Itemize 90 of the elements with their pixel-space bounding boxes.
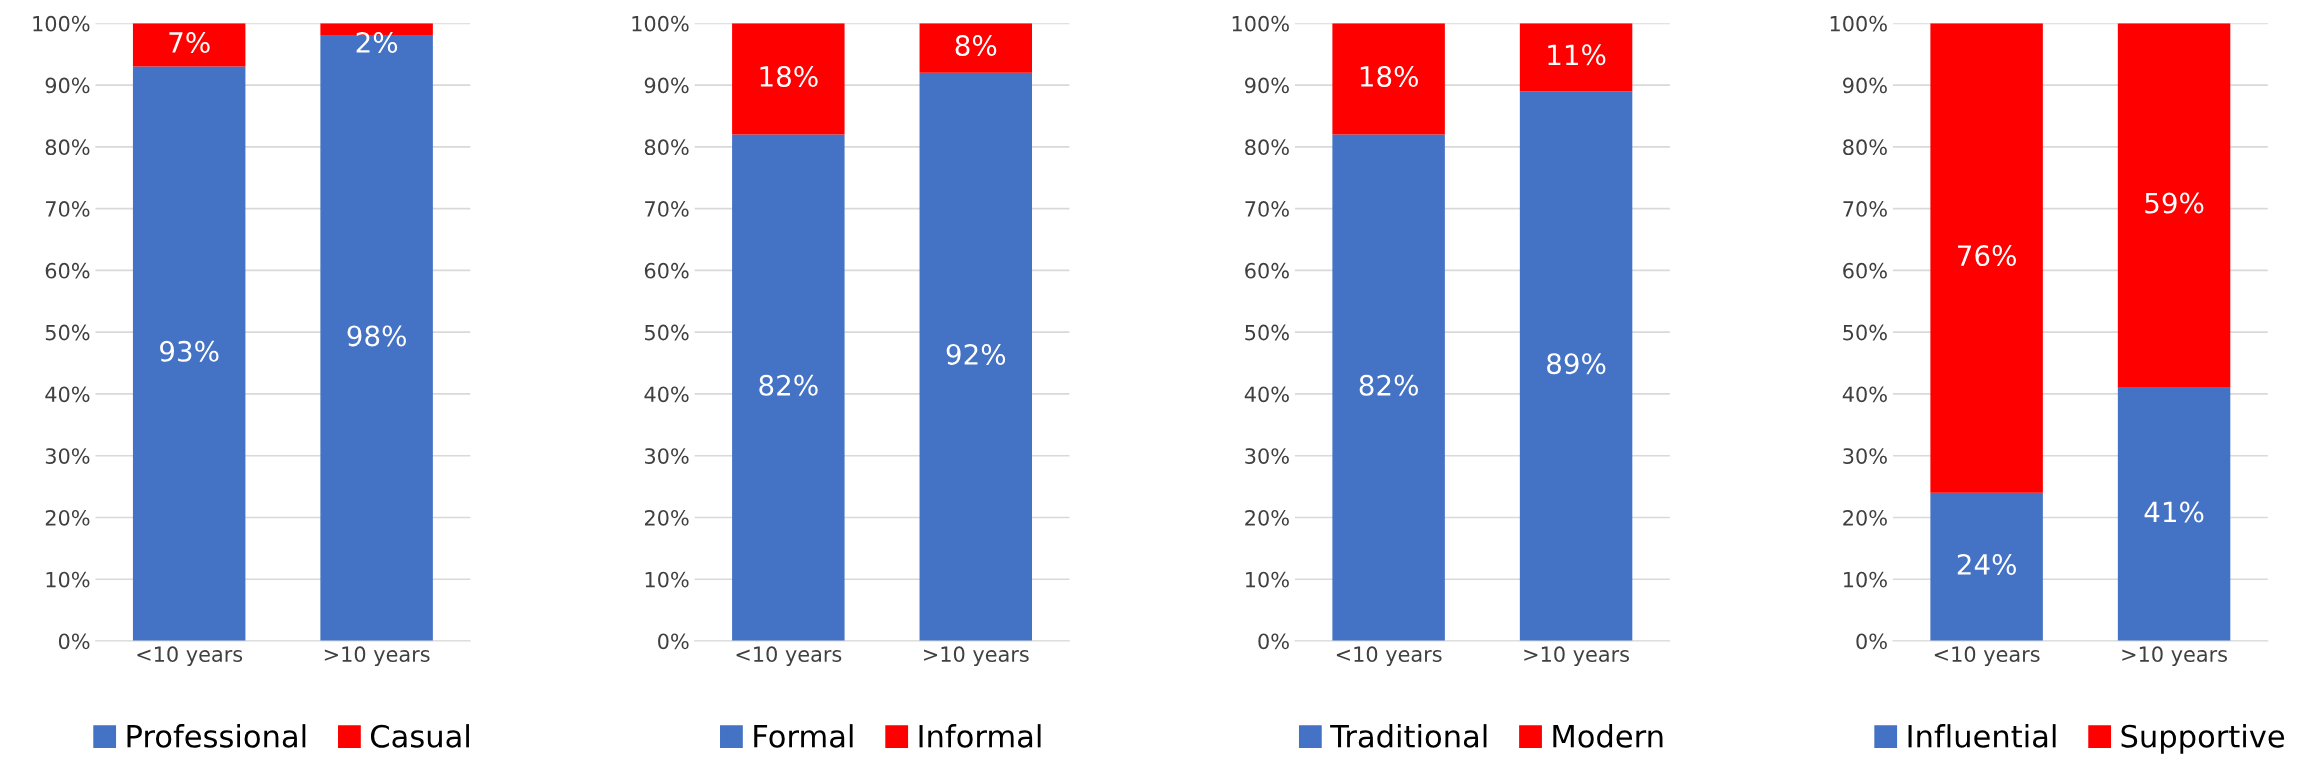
y-tick-label: 80% — [1843, 139, 1887, 156]
y-tick-label: 60% — [45, 262, 90, 279]
y-tick-label: 20% — [1245, 509, 1289, 526]
y-tick-label: 80% — [1245, 139, 1289, 156]
data-label: 76% — [1958, 245, 2016, 267]
legend-label: Casual — [370, 724, 469, 748]
legend-label: Traditional — [1330, 724, 1487, 748]
y-tick-label: 70% — [1245, 201, 1289, 217]
bar — [1930, 23, 2043, 493]
y-tick-label: 50% — [645, 324, 689, 341]
y-tick-label: 90% — [1245, 77, 1289, 94]
data-label: 18% — [760, 65, 818, 87]
legend-label: Informal — [919, 724, 1041, 748]
y-tick-label: 30% — [645, 448, 689, 464]
x-tick-label: >10 years — [1524, 646, 1630, 667]
y-tick-label: 0% — [658, 633, 689, 650]
x-tick-label: <10 years — [1336, 646, 1442, 667]
x-tick-label: >10 years — [324, 646, 430, 667]
y-tick-label: 60% — [1245, 262, 1289, 279]
bar — [732, 134, 845, 642]
data-label: 7% — [169, 31, 210, 53]
bar — [1519, 23, 1633, 92]
data-label: 8% — [955, 35, 997, 57]
y-tick-label: 10% — [1246, 571, 1289, 588]
y-tick-label: 90% — [45, 77, 90, 94]
x-tick-label: <10 years — [736, 646, 842, 667]
data-label: 59% — [2145, 192, 2204, 214]
bar — [1519, 91, 1633, 642]
bar — [1332, 23, 1445, 135]
y-tick-label: 100% — [1232, 15, 1289, 32]
bar — [1930, 492, 2043, 642]
bar — [732, 23, 845, 135]
y-tick-label: 50% — [1843, 324, 1887, 341]
data-label: 11% — [1548, 44, 1606, 66]
y-tick-label: 60% — [644, 262, 689, 279]
data-label: 18% — [1360, 65, 1418, 87]
legend-label: Modern — [1553, 724, 1663, 748]
x-tick-label: <10 years — [137, 646, 243, 667]
y-tick-label: 40% — [45, 386, 90, 403]
y-tick-label: 100% — [632, 15, 689, 32]
y-tick-label: 10% — [1844, 571, 1887, 588]
y-tick-label: 100% — [1830, 15, 1887, 32]
bar — [2117, 23, 2231, 388]
bar — [132, 66, 246, 642]
y-tick-label: 20% — [644, 509, 689, 526]
y-tick-label: 20% — [1843, 509, 1887, 526]
y-tick-label: 40% — [1842, 386, 1887, 403]
data-label: 82% — [1359, 374, 1418, 396]
legend-label: Influential — [1908, 724, 2056, 748]
y-tick-label: 30% — [45, 448, 90, 464]
x-tick-label: <10 years — [1934, 646, 2040, 667]
data-label: 82% — [759, 374, 818, 396]
data-label: 24% — [1957, 553, 2016, 575]
y-tick-label: 20% — [45, 509, 90, 526]
legend-label: Formal — [754, 724, 853, 748]
bar — [2117, 387, 2231, 642]
y-tick-label: 90% — [1843, 77, 1887, 94]
y-tick-label: 70% — [645, 201, 689, 217]
legend-label: Professional — [127, 724, 306, 748]
bar — [132, 23, 246, 67]
y-tick-label: 30% — [1245, 448, 1289, 464]
y-tick-label: 50% — [45, 324, 90, 341]
y-tick-label: 80% — [45, 139, 90, 156]
y-tick-label: 100% — [33, 15, 90, 32]
y-tick-label: 70% — [1843, 201, 1887, 217]
legend-label: Supportive — [2121, 724, 2285, 754]
y-tick-label: 80% — [644, 139, 689, 156]
bar — [1332, 134, 1445, 642]
data-label: 89% — [1547, 353, 1606, 375]
y-tick-label: 40% — [644, 386, 689, 403]
data-label: 92% — [946, 343, 1006, 365]
data-label: 98% — [347, 325, 406, 347]
y-tick-label: 70% — [45, 201, 90, 217]
y-tick-label: 10% — [46, 571, 90, 588]
y-tick-label: 10% — [645, 571, 689, 588]
bar — [919, 23, 1033, 73]
y-tick-label: 0% — [58, 633, 90, 650]
data-label: 41% — [2144, 501, 2204, 523]
data-label: 93% — [160, 340, 219, 362]
y-tick-label: 0% — [1856, 633, 1887, 650]
y-tick-label: 0% — [1258, 633, 1289, 650]
y-tick-label: 50% — [1245, 324, 1289, 341]
x-tick-label: >10 years — [924, 646, 1029, 667]
x-tick-label: >10 years — [2122, 646, 2228, 667]
y-tick-label: 60% — [1843, 262, 1887, 279]
data-label: 2% — [356, 31, 398, 53]
y-tick-label: 30% — [1843, 448, 1887, 464]
y-tick-label: 40% — [1244, 386, 1289, 403]
bar — [919, 72, 1033, 642]
y-tick-label: 90% — [644, 77, 689, 94]
